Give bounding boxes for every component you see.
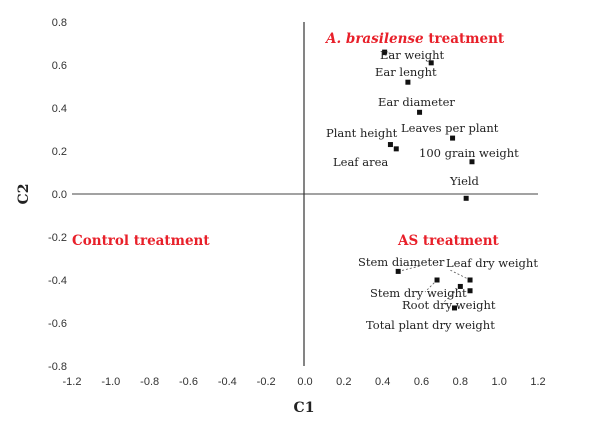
x-tick-label: -0.2	[257, 376, 276, 388]
treatment-label-text: AS treatment	[397, 233, 500, 249]
point-label: 100 grain weight	[419, 146, 519, 160]
point-label: Root dry weight	[402, 298, 496, 312]
point-label: Leaves per plant	[401, 121, 499, 135]
data-point	[467, 277, 473, 283]
x-tick-label: -0.6	[179, 376, 198, 388]
x-tick-labels: -1.2 -1.0 -0.8 -0.6 -0.4 -0.2 0.0 0.2 0.4 0.6 0.8 1…	[63, 376, 546, 388]
data-point	[463, 195, 469, 201]
point-label: Yield	[449, 174, 480, 188]
x-tick-label: 1.2	[530, 376, 545, 388]
data-point	[450, 135, 456, 141]
point-labels: Ear weight Ear lenght Ear diameter Leaves p…	[326, 48, 538, 332]
x-tick-label: 0.8	[453, 376, 468, 388]
point-label: Stem dry weight	[370, 286, 467, 300]
data-point	[405, 79, 411, 85]
data-point	[457, 283, 463, 289]
leader-line	[449, 269, 471, 281]
y-tick-label: 0.8	[52, 17, 67, 29]
data-point	[428, 60, 434, 66]
treatment-label-text: treatment	[424, 31, 505, 47]
x-tick-label: -0.4	[218, 376, 237, 388]
x-axis-title: C1	[294, 400, 315, 416]
x-tick-label: -0.8	[140, 376, 159, 388]
y-tick-label: -0.4	[48, 275, 67, 287]
y-axis-title: C2	[16, 184, 32, 205]
treatment-label: AS treatment	[397, 233, 500, 249]
data-point	[387, 142, 393, 148]
point-label: Leaf area	[333, 155, 388, 169]
point-label: Plant height	[326, 126, 398, 140]
y-tick-label: 0.4	[52, 103, 67, 115]
y-tick-label: -0.6	[48, 318, 67, 330]
y-tick-label: 0.0	[52, 189, 67, 201]
y-tick-label: -0.8	[48, 361, 67, 373]
treatment-labels: A. brasilense treatment Control treatment…	[72, 31, 505, 249]
treatment-label: A. brasilense treatment	[324, 31, 505, 47]
x-tick-label: 0.2	[336, 376, 351, 388]
treatment-label: Control treatment	[72, 233, 210, 249]
y-tick-label: -0.2	[48, 232, 67, 244]
data-point	[467, 288, 473, 294]
data-point	[417, 109, 423, 115]
data-point	[395, 268, 401, 274]
data-point	[452, 305, 458, 311]
x-tick-label: 0.4	[375, 376, 390, 388]
data-points	[382, 49, 475, 311]
x-tick-label: 0.6	[414, 376, 429, 388]
point-label: Ear weight	[380, 48, 444, 62]
data-point	[382, 49, 388, 55]
y-tick-label: 0.6	[52, 60, 67, 72]
x-tick-label: -1.0	[101, 376, 120, 388]
x-tick-label: 1.0	[492, 376, 507, 388]
y-tick-labels: 0.8 0.6 0.4 0.2 0.0 -0.2 -0.4 -0.6 -0.8	[48, 17, 67, 373]
treatment-label-italic: A. brasilense	[324, 31, 424, 47]
point-label: Stem diameter	[358, 255, 445, 269]
data-point	[434, 277, 440, 283]
treatment-label-text: Control treatment	[72, 233, 210, 249]
data-point	[469, 159, 475, 165]
leader-line	[424, 279, 438, 293]
point-label: Total plant dry weight	[366, 318, 495, 332]
point-label: Leaf dry weight	[446, 256, 538, 270]
point-label: Ear diameter	[378, 95, 455, 109]
y-tick-label: 0.2	[52, 146, 67, 158]
x-tick-label: 0.0	[297, 376, 312, 388]
data-point	[393, 146, 399, 152]
x-tick-label: -1.2	[63, 376, 82, 388]
point-label: Ear lenght	[375, 65, 437, 79]
